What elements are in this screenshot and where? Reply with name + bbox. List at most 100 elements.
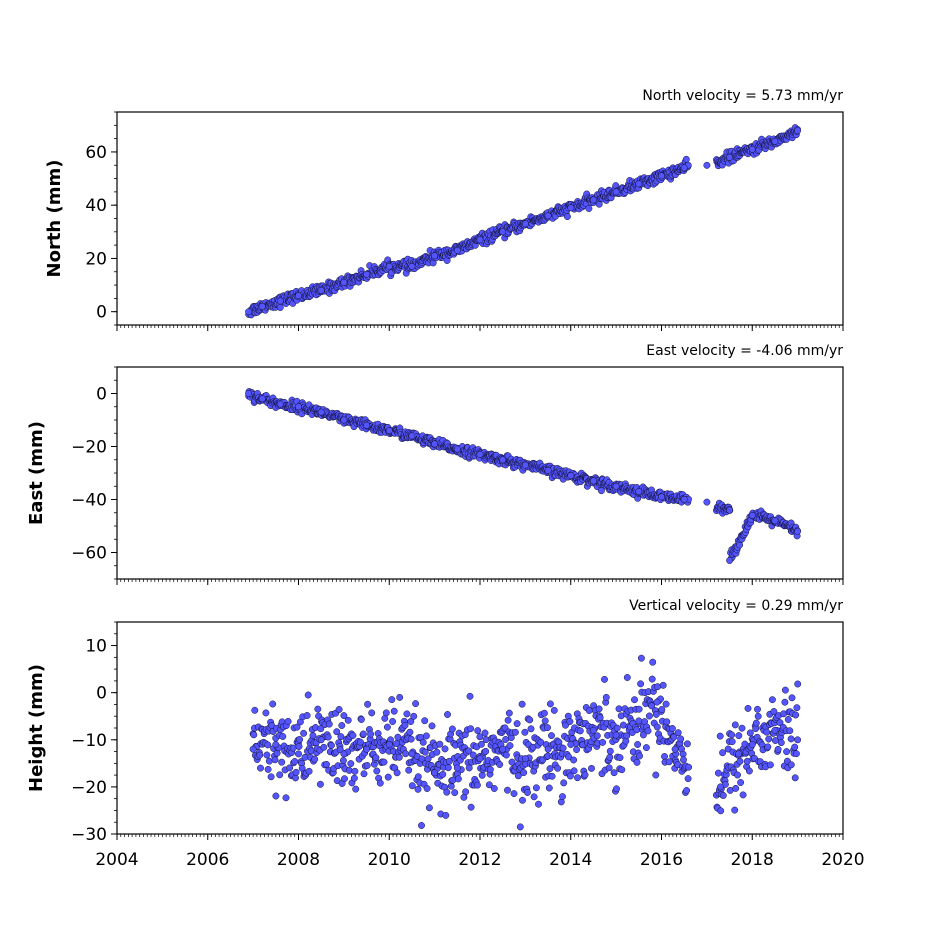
north-point: [585, 205, 593, 212]
height-point: [482, 736, 490, 744]
height-point: [419, 738, 427, 746]
east-point: [340, 416, 348, 424]
height-point: [635, 705, 643, 713]
height-xtick-label: 2008: [277, 850, 320, 870]
height-title: Vertical velocity = 0.29 mm/yr: [629, 598, 843, 614]
height-point: [544, 745, 552, 753]
height-point: [545, 784, 553, 792]
height-point: [485, 781, 493, 789]
height-point: [746, 729, 754, 737]
height-ytick-label: −20: [71, 778, 107, 798]
east-point: [295, 403, 302, 411]
height-point: [357, 716, 365, 723]
height-point: [389, 718, 397, 725]
height-point: [588, 764, 595, 772]
height-point: [295, 743, 303, 750]
height-point: [595, 705, 603, 713]
north-point: [295, 292, 302, 300]
east-point: [589, 477, 597, 485]
height-point: [390, 707, 398, 715]
height-point: [570, 767, 578, 775]
north-point: [680, 164, 688, 172]
height-ytick-label: 0: [96, 684, 107, 704]
height-point: [731, 806, 739, 814]
height-point: [606, 753, 614, 761]
height-point: [278, 758, 286, 766]
height-point: [735, 750, 743, 758]
height-point: [442, 811, 450, 819]
height-point: [550, 706, 558, 714]
height-point: [649, 658, 657, 666]
height-point: [637, 654, 645, 662]
height-point: [548, 772, 556, 780]
height-point: [570, 756, 578, 764]
east-ylabel: East (mm): [26, 421, 47, 525]
east-point: [453, 445, 461, 453]
height-point: [414, 773, 422, 781]
height-point: [566, 718, 574, 725]
height-point: [745, 767, 753, 775]
east-point: [736, 541, 744, 549]
height-point: [783, 748, 791, 756]
height-point: [662, 700, 670, 708]
height-point: [436, 740, 444, 748]
height-point: [602, 693, 610, 701]
height-point: [251, 706, 259, 714]
height-point: [385, 741, 393, 748]
height-point: [728, 738, 736, 746]
height-point: [316, 780, 324, 788]
height-point: [565, 753, 573, 761]
height-point: [576, 727, 584, 735]
height-point: [403, 710, 411, 718]
north-point: [771, 137, 779, 145]
height-point: [787, 761, 795, 769]
height-point: [296, 736, 304, 743]
height-xtick-label: 2004: [95, 850, 138, 870]
height-point: [368, 709, 376, 717]
height-point: [606, 747, 614, 755]
height-ytick-label: 10: [85, 637, 107, 657]
height-point: [338, 722, 346, 729]
height-point: [444, 764, 452, 772]
height-point: [736, 757, 744, 765]
height-point: [309, 732, 317, 740]
height-point: [441, 745, 449, 753]
height-point: [680, 756, 687, 764]
height-point: [685, 763, 693, 771]
height-point: [683, 787, 691, 794]
height-point: [663, 718, 671, 726]
height-point: [476, 733, 484, 741]
height-point: [264, 741, 272, 749]
height-point: [526, 716, 534, 724]
height-xtick-label: 2010: [368, 850, 411, 870]
height-point: [433, 748, 441, 756]
height-point: [279, 733, 287, 740]
height-point: [794, 680, 802, 688]
height-point: [339, 757, 347, 764]
height-point: [731, 721, 739, 729]
height-point: [272, 741, 280, 748]
east-points: [245, 388, 802, 564]
height-point: [679, 750, 687, 758]
height-point: [384, 773, 392, 781]
height-point: [250, 731, 258, 739]
height-point: [506, 742, 514, 750]
height-point: [644, 727, 652, 735]
height-point: [423, 785, 431, 792]
east-point: [680, 496, 688, 503]
height-point: [642, 744, 650, 752]
height-point: [340, 750, 348, 758]
east-point: [726, 506, 734, 514]
height-xtick-label: 2016: [640, 850, 683, 870]
height-point: [716, 732, 724, 740]
height-ytick-label: −10: [71, 731, 107, 751]
north-point: [612, 188, 620, 196]
height-point: [511, 728, 519, 736]
height-point: [402, 750, 410, 758]
height-point: [269, 700, 277, 708]
height-point: [610, 769, 618, 777]
height-point: [401, 721, 409, 729]
height-point: [567, 741, 575, 748]
east-point: [748, 511, 756, 519]
